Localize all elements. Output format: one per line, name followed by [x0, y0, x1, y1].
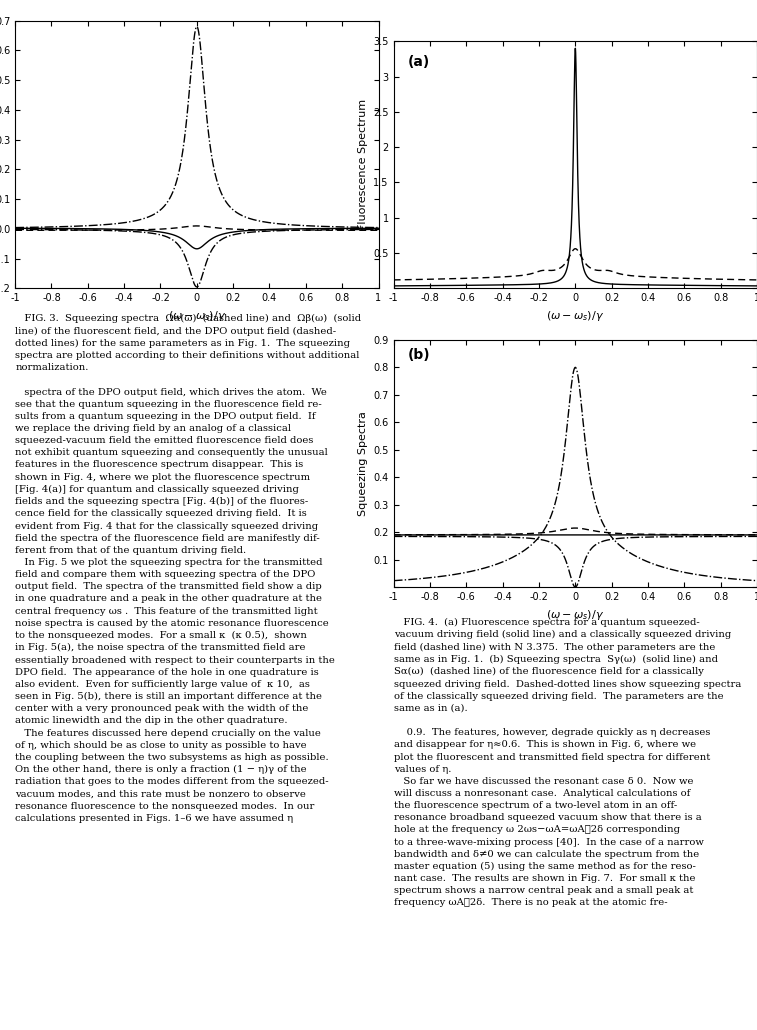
X-axis label: $(\omega-\omega_s)/\gamma$: $(\omega-\omega_s)/\gamma$ [547, 608, 604, 621]
Y-axis label: Squeezing Spectra: Squeezing Spectra [358, 411, 368, 516]
X-axis label: $(\omega-\omega_s)/\gamma$: $(\omega-\omega_s)/\gamma$ [547, 309, 604, 322]
Text: (a): (a) [408, 55, 431, 69]
Text: (b): (b) [408, 348, 431, 363]
X-axis label: $(\omega-\omega_s)/\gamma$: $(\omega-\omega_s)/\gamma$ [168, 309, 226, 322]
Text: FIG. 4.  (a) Fluorescence spectra for a quantum squeezed-
vacuum driving field (: FIG. 4. (a) Fluorescence spectra for a q… [394, 618, 741, 907]
Y-axis label: Fluorescence Spectrum: Fluorescence Spectrum [358, 99, 368, 231]
Text: FIG. 3.  Squeezing spectra  Ωα(ω)  (dashed line) and  Ωβ(ω)  (solid
line) of the: FIG. 3. Squeezing spectra Ωα(ω) (dashed … [15, 314, 361, 823]
